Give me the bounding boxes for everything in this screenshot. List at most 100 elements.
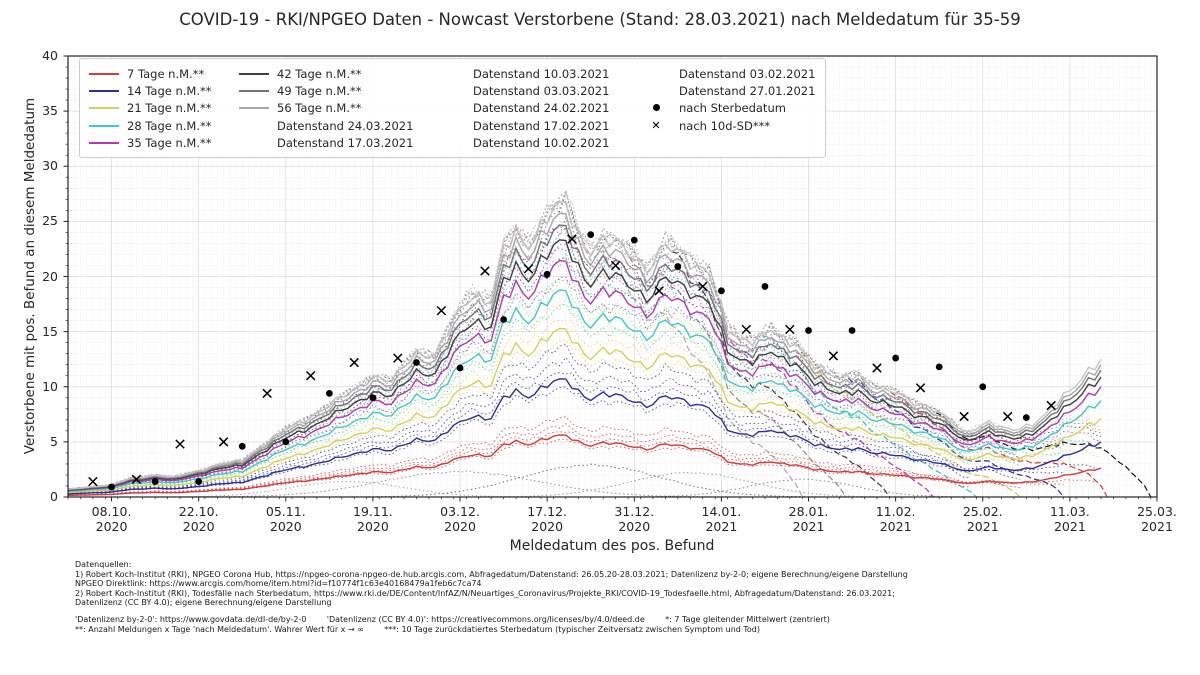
sd10-x-marker xyxy=(698,281,708,292)
y-tick-label: 5 xyxy=(50,433,58,449)
dashed-line-swatch-icon xyxy=(641,73,671,75)
sterbedatum-dot-icon xyxy=(641,103,671,113)
companion-dotted-line xyxy=(68,191,1021,490)
solid-line-swatch-icon xyxy=(89,72,119,75)
x-tick-label: 31.12. 2020 xyxy=(614,504,655,534)
sd10-x-marker xyxy=(785,324,795,335)
sd10-x-marker xyxy=(523,264,534,274)
chart-title: COVID-19 - RKI/NPGEO Daten - Nowcast Ver… xyxy=(179,10,1021,29)
y-tick-label: 40 xyxy=(42,48,58,63)
legend-item: Datenstand 17.03.2021 xyxy=(239,135,435,152)
sterbedatum-dot-marker xyxy=(282,438,290,446)
legend-label: nach Sterbedatum xyxy=(679,101,786,116)
solid-line-swatch-icon xyxy=(89,124,119,127)
sterbedatum-dot-marker xyxy=(674,263,682,270)
legend-item: 14 Tage n.M.** xyxy=(89,82,239,99)
legend-label: Datenstand 17.03.2021 xyxy=(277,136,414,151)
x-tick-label: 05.11. 2020 xyxy=(265,504,306,534)
x-tick-label: 14.01. 2021 xyxy=(701,504,742,534)
solid-line-swatch-icon xyxy=(239,72,269,75)
y-axis-label: Verstorbene mit pos. Befund an diesem Me… xyxy=(22,97,38,455)
companion-dotted-line xyxy=(68,423,1021,496)
legend-item: 21 Tage n.M.** xyxy=(89,100,239,117)
footer-line: Datenquellen: xyxy=(75,560,132,569)
sd10-x-marker xyxy=(567,234,577,244)
legend-label: nach 10d-SD*** xyxy=(679,118,771,133)
sd10-x-marker xyxy=(872,363,882,373)
sd10-x-marker xyxy=(741,324,752,335)
sd10-x-marker xyxy=(610,260,621,271)
legend-item: 7 Tage n.M.** xyxy=(89,65,239,82)
x-tick-label: 19.11. 2020 xyxy=(353,504,393,534)
legend-item: 49 Tage n.M.** xyxy=(239,82,435,99)
sterbedatum-dot-marker xyxy=(718,287,725,295)
solid-series-line xyxy=(68,434,1102,496)
x-tick-label: 17.12. 2020 xyxy=(527,504,568,534)
sterbedatum-dot-marker xyxy=(413,359,420,366)
x-tick-label: 28.01. 2021 xyxy=(788,504,829,534)
sterbedatum-dot-marker xyxy=(195,478,203,485)
dashed-line-swatch-icon xyxy=(435,73,465,75)
sterbedatum-dot-marker xyxy=(630,236,638,244)
legend-item: nach Sterbedatum xyxy=(641,100,817,117)
solid-line-swatch-icon xyxy=(239,90,269,93)
legend-label: 35 Tage n.M.** xyxy=(127,136,212,151)
x-tick-label: 25.03. 2021 xyxy=(1137,504,1177,534)
sterbedatum-dot-marker xyxy=(543,270,551,278)
sd10-x-marker xyxy=(828,351,839,361)
y-tick-label: 25 xyxy=(42,213,58,229)
sd10-x-marker xyxy=(175,439,185,449)
solid-series-line xyxy=(68,327,1102,494)
legend-label: Datenstand 17.02.2021 xyxy=(473,118,610,133)
companion-dotted-line xyxy=(68,319,1064,493)
old-state-tail xyxy=(331,463,849,497)
y-tick-label: 10 xyxy=(42,378,58,394)
solid-series-line xyxy=(68,289,1102,493)
legend-item: Datenstand 03.03.2021 xyxy=(435,82,641,99)
legend-label: 7 Tage n.M.** xyxy=(127,66,205,81)
x-tick-label: 08.10. 2020 xyxy=(91,504,132,534)
footer-line: 2) Robert Koch-Institut (RKI), Todesfäll… xyxy=(75,588,895,598)
sd10-x-marker xyxy=(349,357,359,368)
solid-line-swatch-icon xyxy=(89,142,119,145)
sterbedatum-dot-marker xyxy=(456,364,464,372)
solid-line-swatch-icon xyxy=(239,107,269,110)
sd10-x-marker xyxy=(1002,411,1013,422)
sterbedatum-dot-marker xyxy=(500,316,507,323)
dashed-line-swatch-icon xyxy=(435,107,465,109)
y-tick-label: 30 xyxy=(42,158,58,174)
sterbedatum-dot-marker xyxy=(979,383,987,391)
companion-dotted-line xyxy=(68,276,1102,492)
legend-item: Datenstand 27.01.2021 xyxy=(641,82,817,99)
legend-item: Datenstand 24.03.2021 xyxy=(239,117,435,134)
footer-text: Datenquellen: 1) Robert Koch-Institut (RK… xyxy=(75,560,908,634)
x-tick-label: 03.12. 2020 xyxy=(440,504,480,534)
companion-dotted-line xyxy=(68,191,971,490)
old-state-tail xyxy=(137,480,555,497)
footer-line: Datenlizenz (CC BY 4.0); eigene Berechnu… xyxy=(75,598,332,608)
sd10-x-marker xyxy=(654,286,664,296)
sd10-x-marker xyxy=(262,388,272,399)
companion-dotted-line xyxy=(68,431,1064,496)
solid-series-line xyxy=(68,200,1102,490)
sd10-x-marker xyxy=(915,383,926,393)
companion-dotted-line xyxy=(68,297,1021,493)
sterbedatum-dot-marker xyxy=(151,478,159,485)
dashed-line-swatch-icon xyxy=(435,125,465,127)
legend-item: Datenstand 03.02.2021 xyxy=(641,65,817,82)
sterbedatum-dot-marker xyxy=(805,327,812,334)
old-state-tail xyxy=(463,472,912,497)
sd10-x-marker xyxy=(959,411,969,422)
legend-label: 28 Tage n.M.** xyxy=(127,118,212,133)
solid-series-line xyxy=(68,224,1102,491)
companion-dotted-line xyxy=(68,372,1064,495)
solid-series-line xyxy=(68,378,1102,495)
y-tick-label: 20 xyxy=(42,268,58,284)
companion-dotted-line xyxy=(68,191,971,490)
sterbedatum-dot-marker xyxy=(848,327,856,334)
sd10-x-marker xyxy=(1046,400,1056,411)
x-tick-label: 25.02. 2021 xyxy=(962,504,1003,534)
x-tick-label: 11.03. 2021 xyxy=(1049,504,1090,534)
sd10-x-marker xyxy=(88,476,98,487)
legend-label: 56 Tage n.M.** xyxy=(277,101,362,116)
